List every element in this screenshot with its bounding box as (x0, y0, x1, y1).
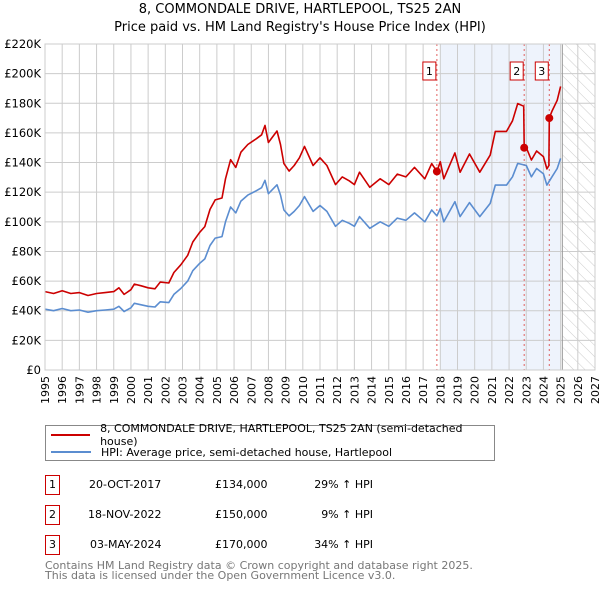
x-tick-label: 1998 (91, 376, 104, 404)
x-tick-label: 2002 (159, 376, 172, 404)
legend-red-line (51, 434, 91, 436)
y-tick-label: £220K (4, 37, 41, 51)
x-tick-label: 2019 (452, 376, 465, 404)
sale-label-box (534, 61, 549, 81)
x-tick-label: 2007 (245, 376, 258, 404)
x-tick-label: 2024 (537, 376, 550, 404)
y-tick-label: £120K (4, 185, 41, 199)
x-tick-label: 2009 (280, 376, 293, 404)
plot-border (44, 43, 596, 371)
y-tick-label: £60K (12, 274, 42, 288)
sale-price: £170,000 (215, 538, 268, 551)
y-tick-label: £180K (4, 96, 41, 110)
sale-hpi-delta: 9% ↑ HPI (321, 508, 373, 521)
x-tick-label: 2013 (348, 376, 361, 404)
legend-label: HPI: Average price, semi-detached house,… (101, 445, 393, 459)
footer-copyright: Contains HM Land Registry data © Crown c… (45, 559, 473, 572)
hpi-series-line (44, 158, 562, 313)
price-paid-series-line (44, 86, 562, 297)
table-row: 2 18-NOV-2022 £150,000 9% ↑ HPI (45, 505, 505, 525)
sale-price: £134,000 (215, 478, 268, 491)
x-tick-label: 2000 (125, 376, 138, 404)
x-tick-label: 2012 (331, 376, 344, 404)
x-tick-label: 2014 (366, 376, 379, 404)
sale-point (545, 114, 554, 123)
sale-label-box (509, 61, 524, 81)
sale-marker-badge: 1 (45, 475, 60, 495)
x-tick-label: 2025 (555, 376, 568, 404)
x-tick-label: 2026 (572, 376, 585, 404)
x-tick-label: 1999 (108, 376, 121, 404)
legend-item-property: 8, COMMONDALE DRIVE, HARTLEPOOL, TS25 2A… (46, 422, 494, 448)
legend-blue-line (51, 451, 91, 453)
x-tick-label: 2003 (177, 376, 190, 404)
sale-point (520, 143, 529, 152)
x-tick-label: 2004 (194, 376, 207, 404)
sale-label: 3 (538, 65, 545, 78)
hatched-future-region (562, 44, 595, 370)
sale-hpi-delta: 29% ↑ HPI (314, 478, 373, 491)
legend-item-hpi: HPI: Average price, semi-detached house,… (46, 444, 392, 460)
table-row: 1 20-OCT-2017 £134,000 29% ↑ HPI (45, 475, 505, 495)
sale-marker-badge: 2 (45, 505, 60, 525)
x-tick-label: 2018 (434, 376, 447, 404)
x-tick-label: 2015 (383, 376, 396, 404)
footer-licence: This data is licensed under the Open Gov… (45, 569, 396, 582)
x-tick-label: 2027 (589, 376, 600, 404)
y-tick-label: £20K (12, 333, 42, 347)
x-tick-label: 2005 (211, 376, 224, 404)
y-tick-label: £140K (4, 156, 41, 170)
price-chart: 1995 1996 1997 1998 1999 2000 2001 2002 2003 2004… (4, 37, 600, 404)
x-tick-label: 2017 (417, 376, 430, 404)
x-tick-label: 2021 (486, 376, 499, 404)
legend-label: 8, COMMONDALE DRIVE, HARTLEPOOL, TS25 2A… (100, 422, 463, 448)
sale-price: £150,000 (215, 508, 268, 521)
sale-point (432, 167, 441, 176)
x-tick-label: 1996 (56, 376, 69, 404)
sale-label-box (422, 61, 437, 81)
x-tick-label: 2010 (297, 376, 310, 404)
x-tick-label: 2006 (228, 376, 241, 404)
shaded-ownership-region (440, 44, 561, 370)
y-tick-label: £160K (4, 126, 41, 140)
y-tick-label: £100K (4, 215, 41, 229)
x-tick-label: 1995 (39, 376, 52, 404)
legend: 8, COMMONDALE DRIVE, HARTLEPOOL, TS25 2A… (45, 422, 495, 461)
sale-hpi-delta: 34% ↑ HPI (314, 538, 373, 551)
x-tick-label: 2020 (469, 376, 482, 404)
sale-date: 20-OCT-2017 (89, 478, 162, 491)
y-tick-label: £40K (12, 304, 42, 318)
sale-label: 1 (426, 65, 433, 78)
x-tick-label: 2022 (503, 376, 516, 404)
x-tick-label: 2023 (520, 376, 533, 404)
x-tick-label: 2008 (262, 376, 275, 404)
y-tick-label: £80K (12, 244, 42, 258)
chart-subtitle: Price paid vs. HM Land Registry's House … (114, 20, 486, 35)
sale-date: 03-MAY-2024 (90, 538, 162, 551)
chart-title: 8, COMMONDALE DRIVE, HARTLEPOOL, TS25 2A… (138, 2, 462, 17)
x-tick-label: 1997 (73, 376, 86, 404)
y-tick-label: £0 (26, 363, 41, 377)
x-tick-label: 2011 (314, 376, 327, 404)
sale-marker-badge: 3 (45, 535, 60, 555)
y-tick-label: £200K (4, 67, 41, 81)
sale-label: 2 (513, 65, 520, 78)
x-tick-label: 2016 (400, 376, 413, 404)
table-row: 3 03-MAY-2024 £170,000 34% ↑ HPI (45, 535, 505, 555)
x-tick-label: 2001 (142, 376, 155, 404)
sale-date: 18-NOV-2022 (88, 508, 162, 521)
